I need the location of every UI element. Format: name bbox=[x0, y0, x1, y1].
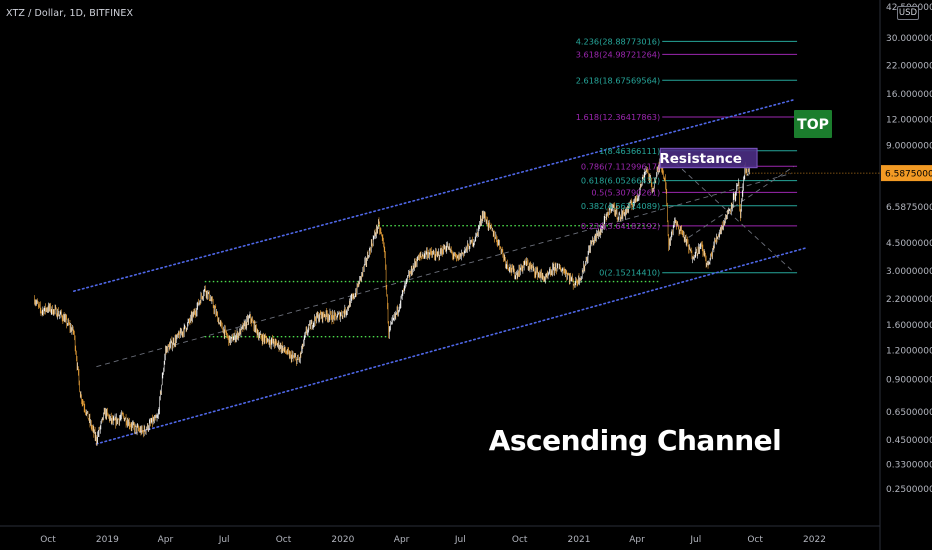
y-tick-label: 6.58750000 bbox=[886, 203, 932, 213]
support-lines[interactable] bbox=[204, 224, 661, 338]
y-tick-label: 3.00000000 bbox=[886, 267, 932, 277]
x-tick-label: Jul bbox=[454, 535, 466, 545]
channel-upper-line bbox=[73, 99, 795, 292]
x-tick-label: Jul bbox=[218, 535, 230, 545]
fib-level-label: 2.618(18.67569564) bbox=[576, 75, 661, 85]
top-badge bbox=[794, 110, 832, 138]
fib-level-label: 1(8.46366111) bbox=[599, 146, 660, 156]
y-tick-label: 9.00000000 bbox=[886, 141, 932, 151]
fibonacci-labels: 4.236(28.88773016) 3.618(24.98721264) 2.61… bbox=[576, 36, 661, 277]
symbol-title: XTZ / Dollar, 1D, BITFINEX bbox=[6, 8, 134, 19]
fib-level-label: 0.382(4.56314089) bbox=[581, 201, 660, 211]
y-tick-label: 30.00000000 bbox=[886, 34, 932, 44]
y-tick-label: 4.50000000 bbox=[886, 239, 932, 249]
fib-trend-line bbox=[688, 166, 795, 238]
y-tick-label: 16.00000000 bbox=[886, 90, 932, 100]
fib-level-label: 0.786(7.11299617) bbox=[581, 161, 660, 171]
channel-lower-line bbox=[95, 246, 808, 445]
fib-level-label: 3.618(24.98721264) bbox=[576, 49, 661, 59]
annotations: Resistance TOP Ascending Channel bbox=[489, 110, 880, 457]
fib-level-label: 4.236(28.88773016) bbox=[576, 36, 661, 46]
fib-level-label: 1.618(12.36417863) bbox=[576, 112, 661, 122]
x-tick-label: Jul bbox=[689, 535, 701, 545]
ascending-channel-lines[interactable] bbox=[73, 99, 808, 445]
price-axis[interactable]: 42.5000000030.0000000022.0000000016.0000… bbox=[879, 0, 932, 550]
time-axis[interactable]: Oct 2019 Apr Jul Oct 2020 Apr Jul Oct 2021 Apr Jul O… bbox=[0, 525, 880, 545]
resistance-zone bbox=[659, 147, 758, 169]
x-tick-label: 2022 bbox=[803, 535, 826, 545]
y-tick-label: 1.60000000 bbox=[886, 321, 932, 331]
x-tick-label: Oct bbox=[40, 535, 56, 545]
last-price-label: 6.58750000 bbox=[885, 170, 932, 180]
x-tick-label: Oct bbox=[747, 535, 763, 545]
y-tick-label: 12.00000000 bbox=[886, 116, 932, 126]
x-tick-label: Oct bbox=[276, 535, 292, 545]
last-price-badge bbox=[881, 165, 932, 182]
x-tick-label: Apr bbox=[394, 535, 410, 545]
channel-mid-line bbox=[96, 173, 791, 368]
currency-badge[interactable]: USD bbox=[897, 6, 919, 20]
x-tick-label: Apr bbox=[158, 535, 174, 545]
x-tick-label: 2019 bbox=[96, 535, 119, 545]
candlestick-series bbox=[34, 158, 750, 446]
fib-level-label: 0.5(5.30790261) bbox=[591, 187, 660, 197]
resistance-label: Resistance bbox=[659, 151, 742, 167]
y-tick-label: 22.00000000 bbox=[886, 62, 932, 72]
fib-level-label: 0(2.15214410) bbox=[599, 268, 660, 278]
fib-trend-line bbox=[661, 150, 795, 274]
channel-label: Ascending Channel bbox=[489, 424, 782, 457]
fib-level-label: 0.236(3.64182192) bbox=[581, 221, 660, 231]
x-tick-label: Apr bbox=[629, 535, 645, 545]
x-tick-label: 2021 bbox=[568, 535, 591, 545]
x-tick-label: Oct bbox=[512, 535, 528, 545]
y-tick-label: 0.25000000 bbox=[886, 485, 932, 495]
fib-level-label: 0.618(6.05266432) bbox=[581, 176, 660, 186]
top-label: TOP bbox=[797, 117, 829, 133]
x-tick-label: 2020 bbox=[331, 535, 354, 545]
